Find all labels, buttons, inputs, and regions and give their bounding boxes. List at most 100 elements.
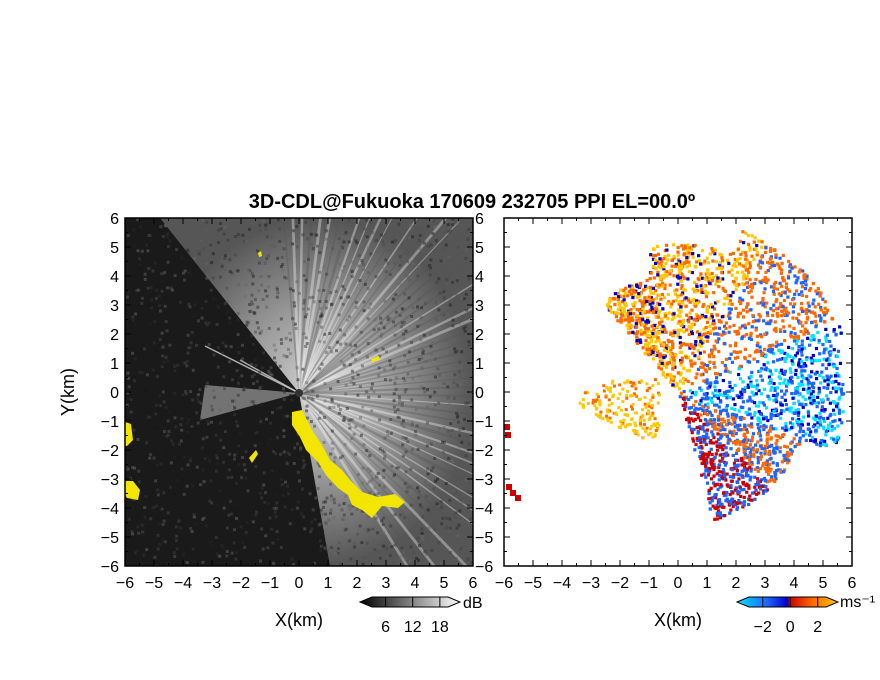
velocity-pixel bbox=[705, 428, 710, 432]
intensity-speckle bbox=[229, 515, 233, 519]
intensity-speckle bbox=[347, 418, 351, 422]
intensity-speckle bbox=[377, 327, 381, 331]
intensity-speckle bbox=[279, 406, 283, 410]
intensity-speckle bbox=[149, 286, 153, 290]
intensity-speckle bbox=[304, 278, 308, 282]
velocity-pixel bbox=[703, 259, 707, 263]
velocity-pixel bbox=[770, 408, 775, 412]
intensity-speckle bbox=[260, 486, 264, 490]
intensity-speckle bbox=[269, 366, 273, 370]
intensity-speckle bbox=[390, 545, 394, 549]
velocity-pixel bbox=[700, 288, 704, 292]
velocity-pixel bbox=[699, 440, 703, 445]
velocity-pixel bbox=[723, 391, 728, 395]
intensity-speckle bbox=[258, 491, 262, 495]
velocity-pixel bbox=[710, 400, 714, 405]
velocity-pixel bbox=[652, 291, 656, 296]
velocity-pixel bbox=[828, 401, 833, 405]
velocity-pixel bbox=[629, 292, 633, 296]
velocity-pixel bbox=[761, 464, 765, 468]
intensity-speckle bbox=[429, 344, 433, 348]
velocity-pixel bbox=[671, 379, 676, 383]
intensity-speckle bbox=[189, 527, 193, 531]
velocity-pixel bbox=[778, 305, 782, 309]
velocity-pixel bbox=[783, 351, 787, 355]
velocity-pixel bbox=[719, 253, 724, 257]
velocity-pixel bbox=[765, 437, 769, 441]
velocity-pixel bbox=[753, 236, 757, 240]
intensity-speckle bbox=[455, 415, 459, 419]
velocity-pixel bbox=[699, 450, 703, 454]
intensity-speckle bbox=[408, 559, 412, 563]
intensity-speckle bbox=[222, 375, 226, 379]
velocity-pixel bbox=[683, 407, 687, 412]
velocity-pixel bbox=[805, 377, 809, 381]
velocity-pixel bbox=[662, 276, 666, 280]
intensity-colorbar: dB 6 12 18 bbox=[358, 595, 483, 636]
intensity-speckle bbox=[299, 446, 303, 450]
velocity-pixel bbox=[747, 322, 751, 326]
velocity-pixel bbox=[762, 447, 767, 451]
intensity-speckle bbox=[358, 385, 362, 389]
velocity-pixel bbox=[703, 368, 707, 372]
velocity-pixel bbox=[766, 472, 771, 476]
velocity-pixel bbox=[761, 414, 765, 419]
velocity-pixel bbox=[758, 369, 763, 373]
intensity-speckle bbox=[305, 404, 309, 408]
intensity-speckle bbox=[177, 411, 181, 415]
velocity-pixel bbox=[633, 421, 637, 425]
velocity-pixel bbox=[737, 366, 742, 370]
velocity-pixel bbox=[750, 286, 754, 290]
velocity-pixel bbox=[758, 429, 762, 433]
intensity-speckle bbox=[308, 492, 312, 496]
velocity-pixel bbox=[724, 499, 728, 503]
intensity-speckle bbox=[381, 347, 385, 351]
velocity-pixel bbox=[746, 446, 750, 450]
velocity-pixel bbox=[633, 290, 637, 294]
intensity-speckle bbox=[470, 425, 473, 429]
velocity-pixel bbox=[612, 411, 616, 415]
velocity-pixel bbox=[749, 331, 753, 335]
velocity-pixel bbox=[732, 440, 736, 445]
intensity-speckle bbox=[305, 312, 309, 316]
intensity-speckle bbox=[260, 274, 264, 278]
velocity-pixel bbox=[729, 508, 733, 512]
velocity-pixel bbox=[651, 350, 655, 354]
velocity-pixel bbox=[813, 305, 817, 309]
velocity-pixel bbox=[661, 373, 665, 377]
velocity-pixel bbox=[828, 353, 832, 357]
intensity-speckle bbox=[303, 260, 307, 264]
intensity-speckle bbox=[254, 513, 258, 517]
intensity-speckle bbox=[173, 493, 177, 497]
velocity-pixel bbox=[605, 386, 609, 390]
velocity-pixel bbox=[777, 292, 781, 296]
velocity-pixel bbox=[794, 411, 798, 415]
velocity-pixel bbox=[763, 305, 767, 309]
intensity-speckle bbox=[242, 388, 246, 392]
intensity-xlabel: X(km) bbox=[275, 610, 323, 630]
intensity-speckle bbox=[270, 503, 274, 507]
velocity-pixel bbox=[771, 309, 775, 313]
velocity-pixel bbox=[798, 268, 802, 272]
intensity-speckle bbox=[234, 235, 238, 239]
velocity-pixel bbox=[742, 465, 747, 469]
velocity-pixel bbox=[834, 379, 838, 384]
velocity-pixel bbox=[742, 438, 746, 442]
velocity-pixel bbox=[593, 404, 597, 408]
velocity-pixel bbox=[765, 311, 770, 315]
intensity-speckle bbox=[302, 332, 306, 336]
velocity-pixel bbox=[793, 292, 797, 296]
velocity-pixel bbox=[788, 367, 792, 371]
velocity-pixel bbox=[756, 431, 761, 436]
velocity-pixel bbox=[720, 452, 724, 457]
velocity-pixel bbox=[704, 475, 708, 479]
intensity-speckle bbox=[207, 342, 211, 346]
velocity-pixel bbox=[793, 444, 797, 449]
intensity-speckle bbox=[225, 554, 229, 558]
velocity-pixel bbox=[700, 315, 704, 319]
intensity-speckle bbox=[143, 347, 147, 351]
velocity-pixel bbox=[756, 270, 760, 275]
velocity-pixel bbox=[721, 456, 725, 460]
velocity-pixel bbox=[661, 342, 665, 347]
velocity-pixel bbox=[692, 280, 697, 285]
